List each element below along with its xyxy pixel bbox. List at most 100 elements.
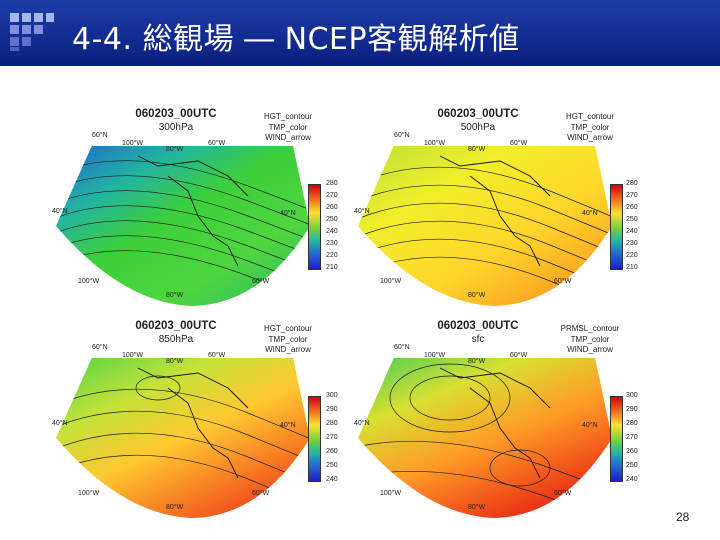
legend-arrow: WIND_arrow	[265, 345, 311, 354]
lon-label: 60°W	[510, 140, 528, 147]
title-bar: 4-4. 総観場 ― NCEP客観解析値	[0, 0, 720, 66]
lon-label: 80°W	[166, 292, 184, 299]
legend-contour: HGT_contour	[565, 112, 615, 121]
legend-contour: PRMSL_contour	[560, 324, 620, 333]
scale-label: 300	[326, 392, 338, 399]
panel-legend: HGT_contour TMP_color WIND_arrow	[248, 112, 328, 144]
color-scale-bar	[610, 184, 623, 270]
legend-color: TMP_color	[570, 334, 610, 344]
lon-label: 100°W	[78, 278, 100, 285]
lat-label: 40°N	[582, 210, 598, 217]
scale-label: 230	[626, 240, 638, 247]
scale-label: 260	[326, 448, 338, 455]
lon-label: 100°W	[424, 140, 446, 147]
lon-label: 80°W	[166, 358, 184, 365]
scale-label: 240	[626, 476, 638, 483]
map-panel-sfc: 060203_00UTC sfc PRMSL_contour TMP_color…	[350, 320, 640, 520]
weather-map	[56, 146, 310, 306]
scale-label: 250	[326, 462, 338, 469]
map-panel-850hpa: 060203_00UTC 850hPa HGT_contour TMP_colo…	[48, 320, 338, 520]
panel-time: 060203_00UTC	[437, 108, 519, 120]
scale-label: 270	[326, 434, 338, 441]
scale-label: 250	[626, 216, 638, 223]
lon-label: 100°W	[122, 140, 144, 147]
lat-label: 40°N	[354, 420, 370, 427]
lon-label: 80°W	[166, 146, 184, 153]
scale-label: 220	[626, 252, 638, 259]
map-panel-300hpa: 060203_00UTC 300hPa HGT_contour TMP_colo…	[48, 108, 338, 308]
legend-color: TMP_color	[268, 122, 308, 132]
panel-level: 850hPa	[158, 334, 194, 345]
panel-time: 060203_00UTC	[135, 108, 217, 120]
scale-label: 290	[326, 406, 338, 413]
panel-time: 060203_00UTC	[135, 320, 217, 332]
lon-label: 60°W	[208, 140, 226, 147]
scale-label: 270	[326, 192, 338, 199]
scale-label: 240	[626, 228, 638, 235]
panel-legend: HGT_contour TMP_color WIND_arrow	[550, 112, 630, 144]
lat-label: 60°N	[394, 344, 410, 351]
slide-title: 4-4. 総観場 ― NCEP客観解析値	[72, 22, 520, 57]
lat-label: 60°N	[92, 132, 108, 139]
weather-map	[56, 358, 310, 518]
scale-label: 270	[626, 192, 638, 199]
scale-label: 280	[326, 420, 338, 427]
legend-color: TMP_color	[268, 334, 308, 344]
color-scale-bar	[610, 396, 623, 482]
weather-map	[358, 358, 612, 518]
lon-label: 60°W	[554, 278, 572, 285]
map-panel-500hpa: 060203_00UTC 500hPa HGT_contour TMP_colo…	[350, 108, 640, 308]
lat-label: 40°N	[354, 208, 370, 215]
color-scale-bar	[308, 184, 321, 270]
lon-label: 100°W	[380, 278, 402, 285]
lat-label: 40°N	[52, 208, 68, 215]
scale-label: 280	[626, 180, 638, 187]
scale-label: 290	[626, 406, 638, 413]
scale-label: 270	[626, 434, 638, 441]
lat-label: 40°N	[280, 422, 296, 429]
scale-label: 220	[326, 252, 338, 259]
scale-label: 260	[626, 204, 638, 211]
legend-arrow: WIND_arrow	[567, 133, 613, 142]
scale-label: 260	[326, 204, 338, 211]
lat-label: 40°N	[582, 422, 598, 429]
lon-label: 100°W	[122, 352, 144, 359]
page-number: 28	[676, 510, 690, 524]
lon-label: 100°W	[78, 490, 100, 497]
legend-color: TMP_color	[570, 122, 610, 132]
lat-label: 40°N	[52, 420, 68, 427]
lon-label: 60°W	[510, 352, 528, 359]
legend-contour: HGT_contour	[263, 324, 313, 333]
lon-label: 80°W	[468, 358, 486, 365]
panel-legend: HGT_contour TMP_color WIND_arrow	[248, 324, 328, 356]
scale-label: 210	[326, 264, 338, 271]
legend-contour: HGT_contour	[263, 112, 313, 121]
panel-time: 060203_00UTC	[437, 320, 519, 332]
lon-label: 60°W	[252, 490, 270, 497]
scale-label: 240	[326, 228, 338, 235]
lat-label: 60°N	[92, 344, 108, 351]
lon-label: 80°W	[166, 504, 184, 511]
lon-label: 80°W	[468, 504, 486, 511]
lon-label: 80°W	[468, 146, 486, 153]
legend-arrow: WIND_arrow	[265, 133, 311, 142]
panel-level: 300hPa	[158, 122, 194, 133]
legend-arrow: WIND_arrow	[567, 345, 613, 354]
scale-label: 230	[326, 240, 338, 247]
scale-label: 250	[626, 462, 638, 469]
lon-label: 100°W	[424, 352, 446, 359]
color-scale-bar	[308, 396, 321, 482]
panel-legend: PRMSL_contour TMP_color WIND_arrow	[550, 324, 630, 356]
scale-label: 240	[326, 476, 338, 483]
lon-label: 60°W	[554, 490, 572, 497]
scale-label: 210	[626, 264, 638, 271]
scale-label: 280	[626, 420, 638, 427]
scale-label: 260	[626, 448, 638, 455]
lat-label: 60°N	[394, 132, 410, 139]
scale-label: 300	[626, 392, 638, 399]
weather-map	[358, 146, 612, 306]
panel-level: sfc	[471, 334, 485, 345]
lon-label: 60°W	[208, 352, 226, 359]
scale-label: 250	[326, 216, 338, 223]
lon-label: 100°W	[380, 490, 402, 497]
